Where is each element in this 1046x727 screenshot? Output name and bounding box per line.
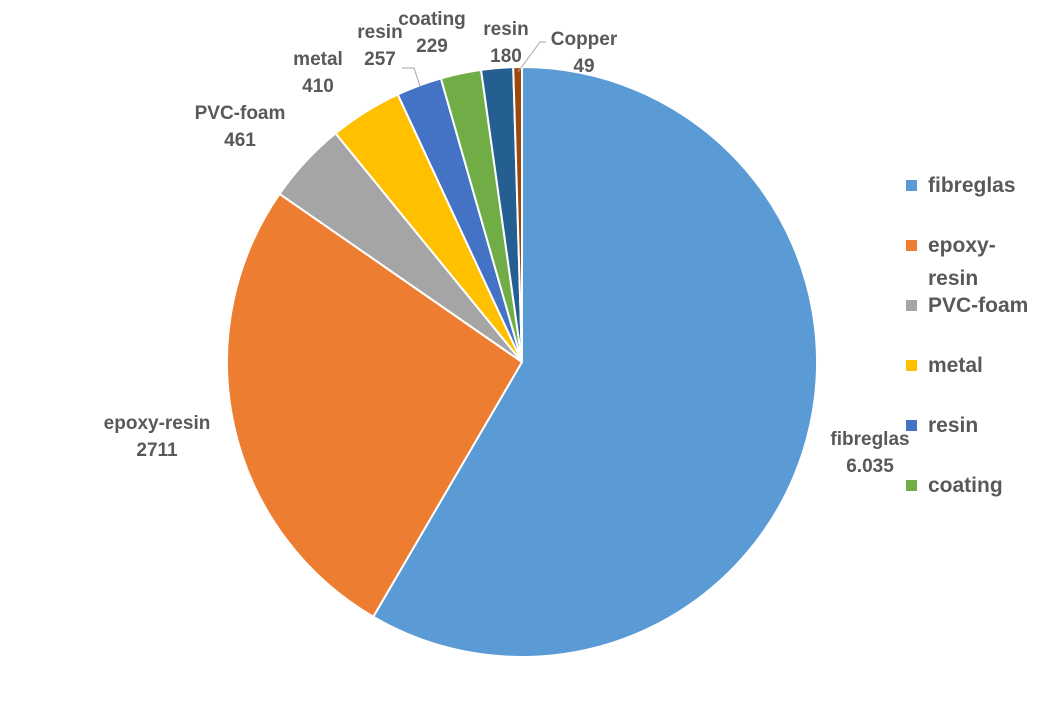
legend-label: coating — [928, 474, 1003, 497]
data-label-value: 410 — [302, 76, 334, 97]
data-label-name: metal — [293, 49, 343, 70]
data-label-name: resin — [483, 19, 528, 40]
leader-line — [402, 67, 421, 87]
data-label-value: 257 — [364, 49, 396, 70]
legend-label: epoxy-resin — [928, 234, 996, 290]
leader-line — [517, 41, 546, 73]
legend-swatch — [906, 180, 917, 191]
legend-label: fibreglas — [928, 174, 1016, 197]
data-label-name: Copper — [551, 29, 618, 50]
legend-item: resin — [906, 409, 1046, 469]
data-label-name: resin — [357, 22, 402, 43]
data-label-value: 6.035 — [846, 456, 894, 477]
legend-item: epoxy-resin — [906, 229, 1046, 290]
legend-swatch — [906, 300, 917, 311]
legend-item: PVC-foam — [906, 289, 1046, 349]
data-label-value: 229 — [416, 36, 448, 57]
legend-label: resin — [928, 414, 979, 437]
pie-slice — [371, 65, 818, 658]
data-label-name: epoxy-resin — [104, 413, 211, 434]
legend-item: coating — [906, 469, 1046, 529]
legend-label: PVC-foam — [928, 294, 1029, 317]
legend-item: fibreglas — [906, 169, 1046, 229]
data-label-name: fibreglas — [830, 429, 909, 450]
data-label-name: PVC-foam — [195, 103, 286, 124]
pie-slice — [226, 192, 524, 619]
data-label-value: 49 — [573, 56, 594, 77]
data-label-value: 461 — [224, 130, 256, 151]
legend-swatch — [906, 480, 917, 491]
legend-item: metal — [906, 349, 1046, 409]
data-label-value: 2711 — [136, 440, 178, 461]
legend-swatch — [906, 360, 917, 371]
data-label-name: coating — [398, 9, 466, 30]
data-label-value: 180 — [490, 46, 522, 67]
legend-label: metal — [928, 354, 983, 377]
legend: fibreglas epoxy-resin PVC-foam metal resin co… — [906, 169, 1046, 529]
legend-swatch — [906, 420, 917, 431]
legend-swatch — [906, 240, 917, 251]
